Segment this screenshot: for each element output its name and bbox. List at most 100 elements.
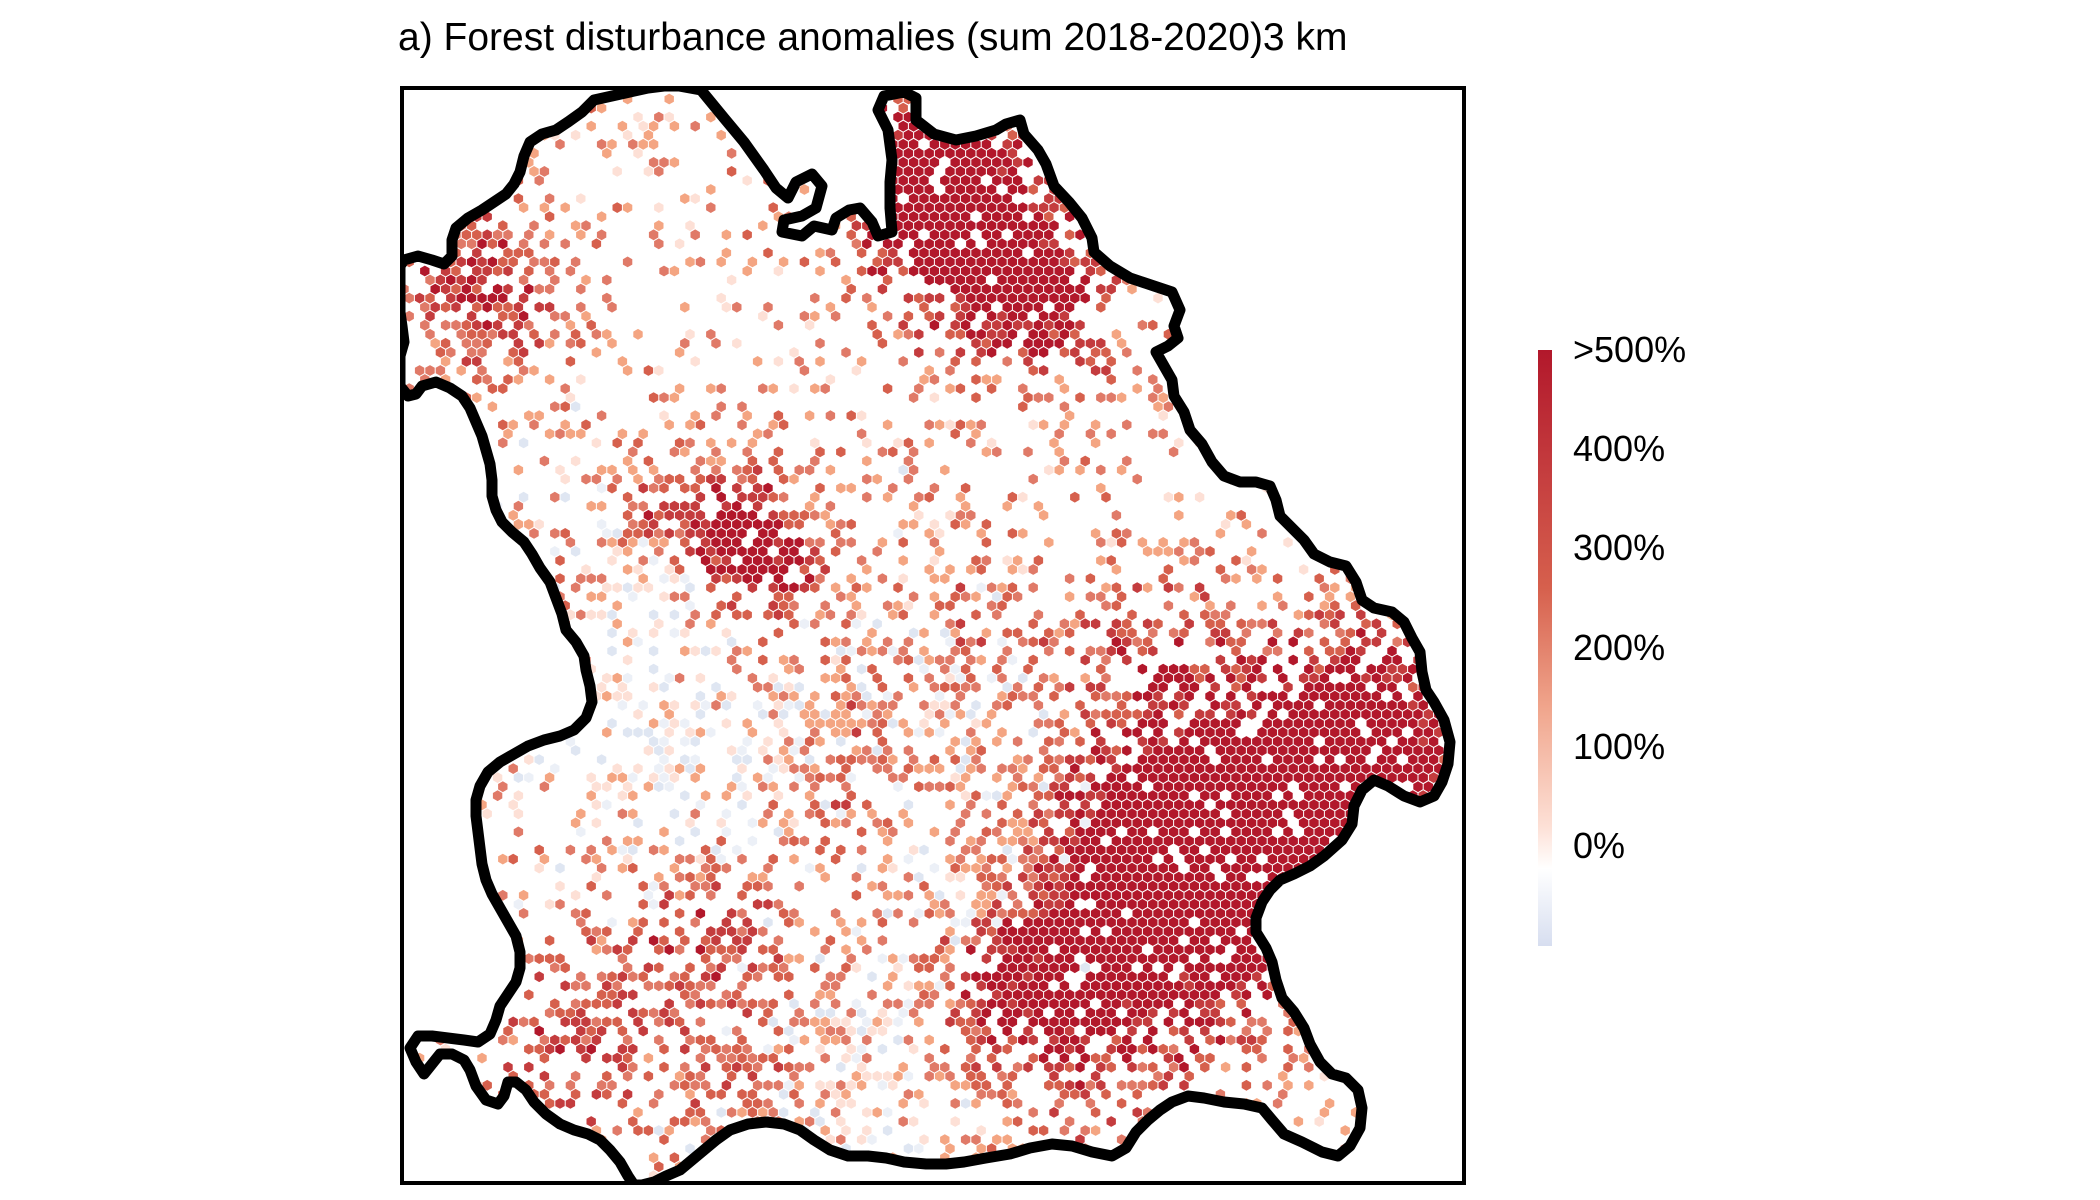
anomaly-hex-cell	[1210, 609, 1220, 621]
anomaly-hex-cell	[602, 727, 612, 738]
anomaly-hex-cell	[836, 537, 846, 548]
anomaly-hex-cell	[960, 319, 971, 331]
anomaly-hex-cell	[1090, 1107, 1101, 1118]
anomaly-hex-cell	[492, 301, 503, 313]
anomaly-hex-cell	[810, 455, 820, 467]
anomaly-hex-cell	[1137, 718, 1148, 729]
anomaly-hex-cell	[1002, 319, 1012, 331]
anomaly-hex-cell	[872, 672, 882, 684]
anomaly-hex-cell	[1257, 690, 1267, 702]
anomaly-hex-cell	[1205, 781, 1215, 793]
anomaly-hex-cell	[607, 464, 617, 476]
anomaly-hex-cell	[768, 528, 778, 539]
anomaly-hex-cell	[570, 817, 581, 829]
anomaly-hex-cell	[934, 654, 945, 666]
anomaly-hex-cell	[815, 356, 825, 367]
anomaly-hex-cell	[966, 256, 976, 268]
anomaly-hex-cell	[820, 980, 830, 992]
anomaly-hex-cell	[726, 274, 737, 286]
anomaly-hex-cell	[1044, 1079, 1054, 1091]
anomaly-hex-cell	[638, 518, 648, 530]
anomaly-hex-cell	[955, 147, 966, 159]
anomaly-hex-cell	[810, 383, 820, 394]
anomaly-hex-cell	[1184, 781, 1194, 793]
anomaly-hex-cell	[602, 528, 612, 539]
anomaly-hex-cell	[1044, 898, 1054, 910]
anomaly-hex-cell	[799, 365, 810, 376]
anomaly-hex-cell	[747, 473, 758, 485]
anomaly-hex-cell	[851, 365, 862, 376]
anomaly-hex-cell	[1330, 745, 1340, 756]
anomaly-hex-cell	[487, 292, 498, 304]
anomaly-hex-cell	[654, 618, 664, 630]
anomaly-hex-cell	[768, 491, 778, 503]
anomaly-hex-cell	[664, 509, 674, 521]
anomaly-hex-cell	[1054, 283, 1064, 295]
anomaly-hex-cell	[924, 147, 934, 159]
anomaly-hex-cell	[846, 953, 856, 964]
anomaly-hex-cell	[534, 1025, 544, 1037]
anomaly-hex-cell	[1111, 708, 1122, 720]
anomaly-hex-cell	[1200, 953, 1210, 964]
anomaly-hex-cell	[1262, 772, 1272, 783]
anomaly-hex-cell	[945, 383, 955, 394]
anomaly-hex-cell	[1070, 908, 1080, 919]
anomaly-hex-cell	[1189, 862, 1200, 874]
anomaly-hex-cell	[456, 292, 466, 304]
anomaly-hex-cell	[555, 898, 565, 910]
anomaly-hex-cell	[877, 1043, 888, 1055]
anomaly-hex-cell	[1194, 491, 1205, 503]
anomaly-hex-cell	[596, 518, 607, 530]
anomaly-hex-cell	[576, 301, 586, 313]
anomaly-hex-cell	[763, 518, 773, 530]
anomaly-hex-cell	[924, 980, 934, 992]
anomaly-hex-cell	[560, 310, 570, 322]
anomaly-hex-cell	[1324, 736, 1335, 747]
anomaly-hex-cell	[726, 781, 737, 793]
anomaly-hex-cell	[825, 374, 836, 385]
anomaly-hex-cell	[1106, 645, 1116, 657]
anomaly-hex-cell	[586, 844, 596, 856]
anomaly-hex-cell	[612, 618, 622, 630]
anomaly-hex-cell	[1044, 392, 1054, 403]
anomaly-hex-cell	[1361, 618, 1371, 630]
anomaly-hex-cell	[596, 537, 607, 548]
anomaly-hex-cell	[1298, 781, 1309, 793]
anomaly-hex-cell	[565, 319, 576, 331]
anomaly-hex-cell	[1007, 202, 1018, 213]
anomaly-hex-cell	[1096, 482, 1106, 494]
anomaly-hex-cell	[1335, 790, 1345, 802]
anomaly-hex-cell	[784, 736, 794, 747]
anomaly-hex-cell	[841, 1088, 851, 1100]
anomaly-hex-cell	[773, 573, 784, 584]
anomaly-hex-cell	[851, 745, 862, 756]
anomaly-hex-cell	[1116, 808, 1127, 820]
anomaly-hex-cell	[1335, 699, 1345, 711]
anomaly-hex-cell	[1298, 708, 1309, 720]
anomaly-hex-cell	[1189, 935, 1200, 946]
anomaly-hex-cell	[914, 781, 924, 793]
anomaly-hex-cell	[867, 1025, 877, 1037]
anomaly-hex-cell	[1012, 591, 1023, 603]
anomaly-hex-cell	[997, 944, 1007, 955]
anomaly-hex-cell	[1324, 609, 1335, 621]
anomaly-hex-cell	[1012, 953, 1023, 964]
anomaly-hex-cell	[981, 537, 992, 548]
anomaly-hex-cell	[622, 455, 633, 467]
anomaly-hex-cell	[482, 808, 492, 820]
anomaly-hex-cell	[1397, 718, 1408, 729]
anomaly-hex-cell	[1116, 699, 1127, 711]
anomaly-hex-cell	[789, 383, 799, 394]
anomaly-hex-cell	[680, 754, 690, 765]
anomaly-hex-cell	[1054, 681, 1064, 693]
anomaly-hex-cell	[1106, 917, 1116, 928]
anomaly-hex-cell	[664, 564, 674, 575]
anomaly-hex-cell	[1241, 772, 1252, 783]
anomaly-hex-cell	[981, 555, 992, 566]
anomaly-hex-cell	[726, 528, 737, 539]
anomaly-hex-cell	[1283, 844, 1293, 856]
anomaly-hex-cell	[1246, 745, 1257, 756]
anomaly-hex-cell	[1059, 1016, 1070, 1028]
anomaly-hex-cell	[732, 663, 742, 675]
legend-colorbar	[1538, 350, 1552, 946]
